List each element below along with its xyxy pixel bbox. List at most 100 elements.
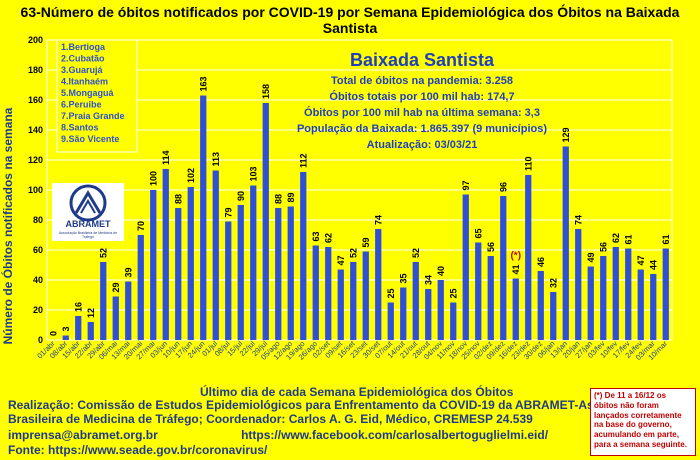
bar xyxy=(662,248,669,340)
footer-line-1: Realização: Comissão de Estudos Epidemio… xyxy=(8,398,646,412)
bar xyxy=(562,146,569,340)
bar xyxy=(475,242,482,340)
bar xyxy=(162,169,169,340)
y-tick-label: 60 xyxy=(33,245,43,255)
info-line: Óbitos totais por 100 mil hab: 174,7 xyxy=(329,90,514,103)
bar xyxy=(225,221,232,340)
legend-item: 8.Santos xyxy=(61,123,99,133)
bar xyxy=(462,194,469,340)
bar-value-label: 32 xyxy=(548,278,558,288)
bar-value-label: 40 xyxy=(436,266,446,276)
logo-subtext: Associação Brasileira de Medicina de Trá… xyxy=(58,231,118,239)
bar-value-label: 110 xyxy=(523,156,533,171)
bar xyxy=(62,335,69,340)
bar-value-label: 47 xyxy=(636,255,646,265)
bar-value-label: 112 xyxy=(298,153,308,168)
bar xyxy=(362,251,369,340)
bar-value-label: 46 xyxy=(536,257,546,267)
info-heading: Baixada Santista xyxy=(350,50,495,70)
bar-value-label: 35 xyxy=(398,273,408,283)
footer-line-4: Fonte: https://www.seade.gov.br/coronavi… xyxy=(8,443,268,457)
bar xyxy=(612,247,619,340)
bar xyxy=(487,256,494,340)
bar xyxy=(650,274,657,340)
y-tick-label: 100 xyxy=(28,185,43,195)
bar xyxy=(337,269,344,340)
bar-value-label: 63 xyxy=(311,231,321,241)
legend-item: 6.Peruibe xyxy=(61,100,102,110)
bar xyxy=(525,175,532,340)
bar xyxy=(625,248,632,340)
bar xyxy=(150,190,157,340)
abramet-logo: ABRAMET Associação Brasileira de Medicin… xyxy=(52,183,124,241)
bar-value-label: 41 xyxy=(511,264,521,274)
y-tick-label: 40 xyxy=(33,275,43,285)
y-axis-label: Número de Óbitos notificados na semana xyxy=(0,107,15,344)
bar-value-label: 61 xyxy=(623,234,633,244)
info-line: Atualização: 03/03/21 xyxy=(367,139,478,151)
bar xyxy=(300,172,307,340)
bar xyxy=(387,302,394,340)
bar xyxy=(450,302,457,340)
y-tick-label: 140 xyxy=(28,125,43,135)
bar xyxy=(637,269,644,340)
legend-item: 2.Cubatão xyxy=(61,54,105,64)
bar-value-label: 56 xyxy=(486,242,496,252)
y-tick-label: 160 xyxy=(28,95,43,105)
bar-value-label: 52 xyxy=(411,248,421,258)
bar-value-label: 88 xyxy=(173,194,183,204)
bar xyxy=(262,103,269,340)
bar-value-label: 47 xyxy=(336,255,346,265)
bar-value-label: 52 xyxy=(98,248,108,258)
footer-line-3: imprensa@abramet.org.br https://www.face… xyxy=(8,428,549,442)
bar-value-label: 3 xyxy=(61,326,71,331)
bar-value-label: 89 xyxy=(286,192,296,202)
y-tick-label: 0 xyxy=(38,335,43,345)
bar xyxy=(425,289,432,340)
bar xyxy=(112,296,119,340)
bar-value-label: 70 xyxy=(136,221,146,231)
bar-value-label: 39 xyxy=(123,267,133,277)
bar xyxy=(500,196,507,340)
bar-value-label: 90 xyxy=(236,191,246,201)
legend-item: 7.Praia Grande xyxy=(61,111,125,121)
bar xyxy=(175,208,182,340)
y-tick-label: 120 xyxy=(28,155,43,165)
bar xyxy=(125,281,132,340)
bar xyxy=(187,187,194,340)
bar-value-label: 59 xyxy=(361,237,371,247)
bar xyxy=(375,229,382,340)
legend-item: 5.Mongaguá xyxy=(61,88,114,98)
bar xyxy=(237,205,244,340)
bar-value-label: 25 xyxy=(448,288,458,298)
bar-value-label: 97 xyxy=(461,180,471,190)
bar-value-label: 129 xyxy=(561,127,571,142)
bar-value-label: 62 xyxy=(323,233,333,243)
bar-value-label: 12 xyxy=(86,308,96,318)
bar-value-label: 65 xyxy=(473,228,483,238)
bar xyxy=(137,235,144,340)
bar xyxy=(325,247,332,340)
bar xyxy=(512,278,519,340)
bar xyxy=(400,287,407,340)
chart-title: 63-Número de óbitos notificados por COVI… xyxy=(20,4,680,36)
legend-item: 3.Guarujá xyxy=(61,65,104,75)
bar-value-label: 74 xyxy=(573,215,583,225)
bar-value-label: 113 xyxy=(211,152,221,167)
y-tick-label: 80 xyxy=(33,215,43,225)
x-axis-label: Último dia de cada Semana Epidemiológica… xyxy=(200,385,514,399)
bar-value-label: 16 xyxy=(73,302,83,312)
bar xyxy=(550,292,557,340)
y-tick-label: 200 xyxy=(28,35,43,45)
bar xyxy=(275,208,282,340)
y-tick-label: 180 xyxy=(28,65,43,75)
bar-value-label: 49 xyxy=(586,252,596,262)
bar xyxy=(587,266,594,340)
bar-value-label: 114 xyxy=(161,150,171,165)
footer-line-2: Brasileira de Medicina de Tráfego; Coord… xyxy=(8,412,533,426)
bar-value-label: 44 xyxy=(648,260,658,270)
bar xyxy=(575,229,582,340)
bar-value-label: 96 xyxy=(498,182,508,192)
logo-text: ABRAMET xyxy=(65,219,111,229)
bar-value-label: 25 xyxy=(386,288,396,298)
